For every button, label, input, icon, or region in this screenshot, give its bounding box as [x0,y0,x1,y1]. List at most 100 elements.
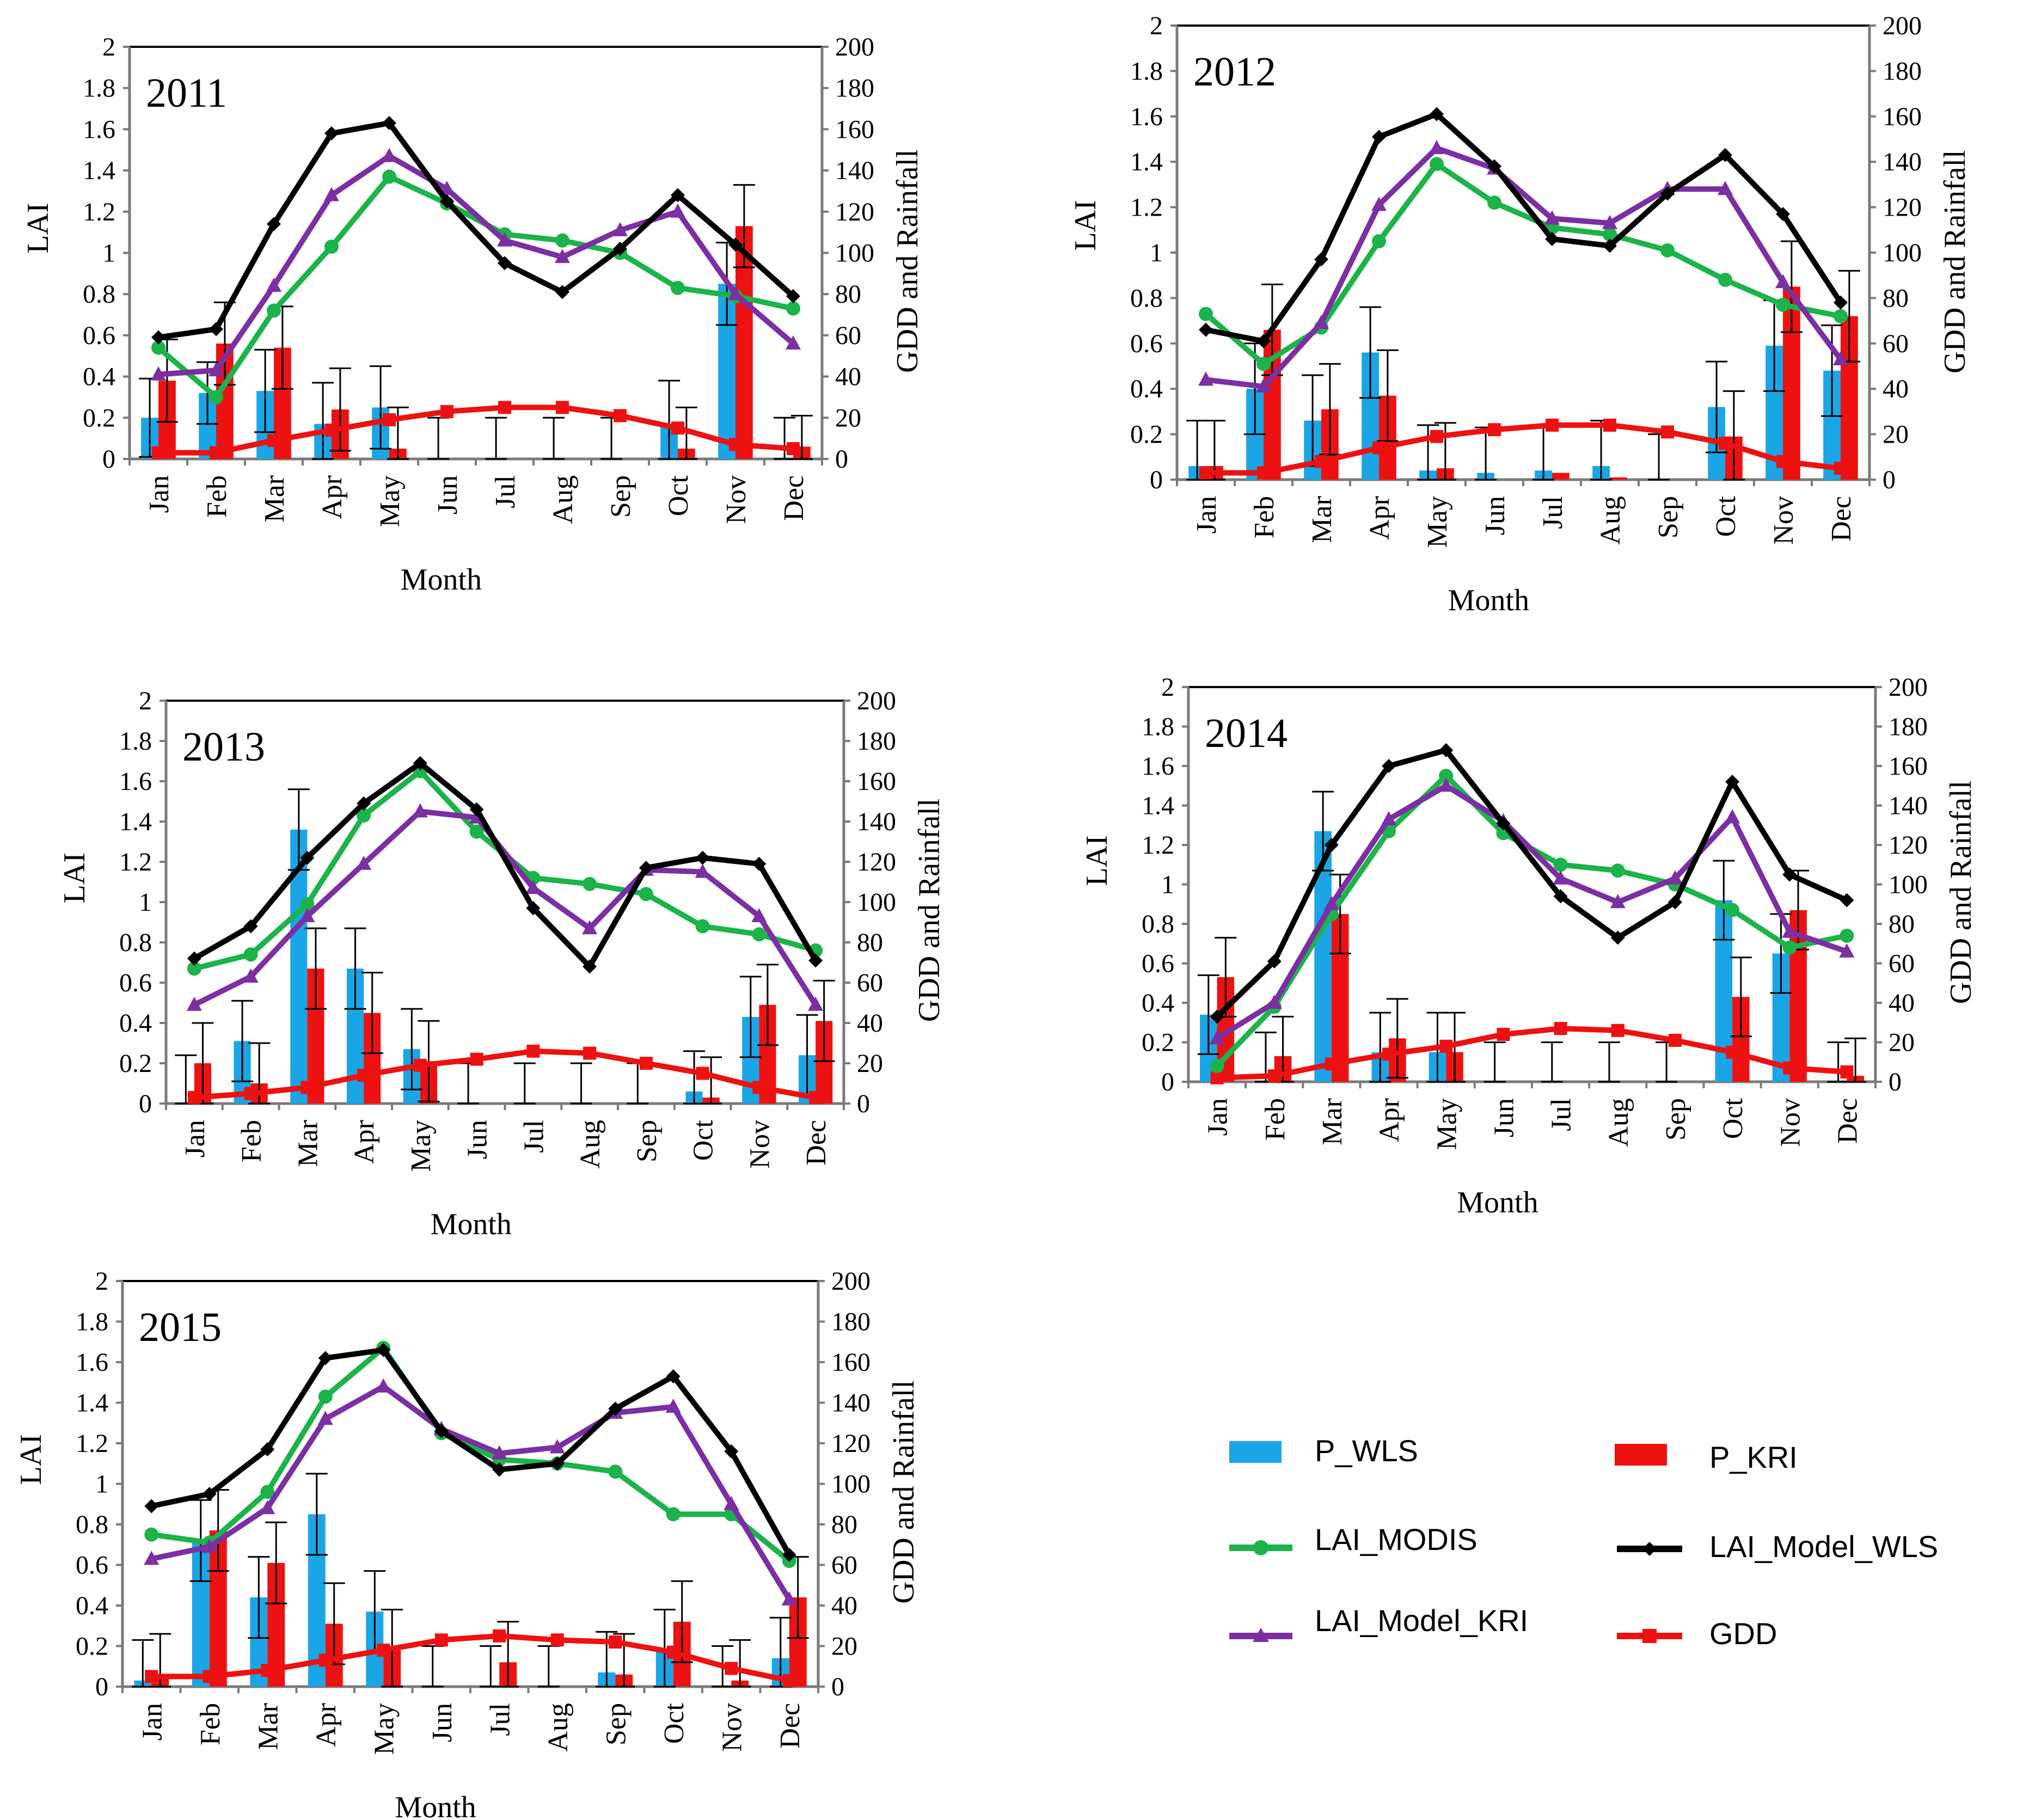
errorbar-p-wls [248,1556,270,1639]
left-tick-label: 0 [1161,1068,1174,1096]
month-label-mar: Mar [1307,496,1338,543]
line-lai-model-kri [151,1383,792,1601]
left-ticks: 0 0.2 0.4 0.6 0.8 1 1.2 1.4 1.6 1.8 2 [76,1267,122,1701]
right-tick-label: 80 [1889,910,1915,939]
point-gdd [383,413,396,427]
point-gdd [1382,1047,1396,1061]
left-tick-label: 0.2 [1130,420,1163,449]
errorbar-p-kri [265,1521,287,1604]
point-gdd [1776,455,1789,468]
x-axis-title: Month [401,563,482,597]
point-gdd [1267,1069,1281,1083]
point-lai-model-wls [243,919,258,934]
point-lai-modis [1660,243,1675,258]
right-tick-label: 120 [831,1429,870,1458]
point-gdd [1210,1071,1224,1084]
point-lai-model-kri [525,880,541,894]
point-lai-model-wls [492,1462,507,1477]
point-gdd [498,401,511,414]
point-lai-model-wls [382,116,396,131]
left-tick-label: 1 [1161,871,1174,899]
left-ticks: 0 0.2 0.4 0.6 0.8 1 1.2 1.4 1.6 1.8 2 [1142,673,1188,1096]
point-lai-model-wls [526,901,541,916]
left-tick-label: 0.8 [76,1510,108,1539]
point-lai-model-kri [1667,870,1683,885]
point-lai-model-wls [639,861,653,875]
point-lai-model-kri [201,1538,217,1553]
month-label-nov: Nov [1775,1098,1806,1147]
month-label-jul: Jul [490,475,521,508]
errorbar-p-wls [401,1008,423,1090]
point-lai-model-kri [670,203,685,218]
x-ticks: Jan Feb Mar Apr May Jun Jul Aug Sep Oct Nov Dec [121,1687,819,1755]
line-lai-model-kri [1205,145,1843,390]
month-label-feb: Feb [195,1703,226,1745]
point-lai-modis [1256,357,1271,371]
left-tick-label: 0.8 [119,928,152,957]
point-lai-model-wls [469,802,484,817]
legend-label-lai-model-kri: LAI_Model_KRI [1315,1603,1528,1638]
point-lai-model-kri [186,996,202,1011]
point-lai-modis [1603,227,1617,242]
errorbar-p-kri [329,367,351,452]
x-ticks: Jan Feb Mar Apr May Jun Jul Aug Sep Oct Nov Dec [165,1104,845,1172]
point-gdd [261,1664,274,1677]
y-axis-title-left: LAI [1080,835,1114,886]
errorbar-p-wls [370,365,392,450]
month-label-oct: Oct [659,1702,690,1744]
errorbar-p-kri [1319,363,1341,456]
point-lai-modis [324,240,339,254]
series-lai-model-kri [1198,140,1848,393]
month-label-jul: Jul [1546,1098,1577,1131]
right-tick-label: 0 [857,1089,870,1118]
point-gdd [244,1087,258,1100]
chart-title: 2012 [1193,49,1276,95]
left-tick-label: 0.6 [76,1551,108,1580]
left-tick-label: 0.4 [1142,989,1174,1018]
point-gdd [671,421,684,435]
legend-marker-lai-model-kri [1253,1628,1269,1642]
right-tick-label: 0 [1889,1068,1902,1096]
point-lai-model-wls [782,1547,796,1562]
chart-title: 2013 [182,724,265,770]
errorbar-p-wls [739,976,762,1058]
point-lai-model-wls [1610,930,1625,945]
left-tick-label: 1.6 [83,115,115,144]
right-tick-label: 40 [831,1591,857,1620]
point-lai-modis [1372,234,1386,249]
point-gdd [440,405,453,418]
errorbar-p-wls [231,1000,254,1082]
errorbar-p-kri [790,415,813,460]
point-gdd [434,1633,448,1647]
right-tick-label: 120 [835,198,874,226]
month-label-mar: Mar [259,475,290,523]
left-tick-label: 1 [95,1470,108,1499]
x-ticks: Jan Feb Mar Apr May Jun Jul Aug Sep Oct Nov Dec [128,459,823,527]
point-lai-model-kri [1371,197,1387,211]
point-lai-modis [1199,307,1213,321]
point-lai-model-wls [376,1343,391,1357]
month-label-aug: Aug [548,475,579,524]
point-gdd [145,1670,158,1683]
month-label-dec: Dec [1832,1098,1863,1144]
point-lai-model-kri [324,187,339,201]
right-tick-label: 20 [831,1632,857,1661]
right-tick-label: 200 [857,687,896,715]
line-gdd [1217,1026,1847,1081]
month-label-jul: Jul [518,1120,549,1153]
left-tick-label: 0.6 [83,321,115,350]
month-label-jul: Jul [485,1703,516,1736]
point-lai-modis [1439,769,1454,783]
series-lai-model-kri [1209,777,1855,1045]
right-tick-label: 40 [1889,989,1915,1018]
point-lai-model-wls [666,1369,680,1384]
legend-item-lai-modis: LAI_MODIS [1229,1522,1478,1557]
left-tick-label: 1.8 [83,74,115,103]
point-gdd [725,1662,738,1675]
month-label-may: May [406,1120,437,1172]
legend-item-lai-model-wls: LAI_Model_WLS [1617,1529,1938,1564]
legend: P_WLS P_KRI LAI_MODIS LAI_Model_WLS LAI_… [1229,1433,1938,1651]
point-lai-model-kri [1775,274,1791,289]
left-tick-label: 2 [1150,11,1163,40]
point-lai-model-kri [492,1445,507,1460]
